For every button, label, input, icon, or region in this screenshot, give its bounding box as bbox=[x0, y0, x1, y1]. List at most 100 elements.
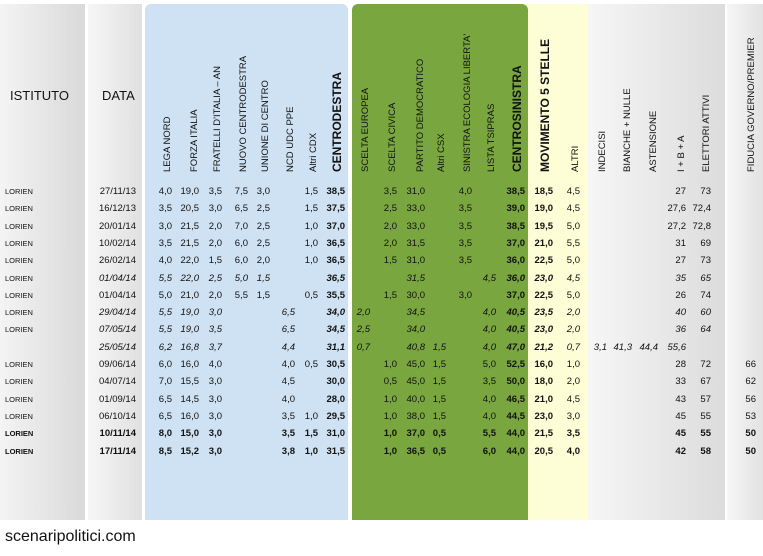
cell-col-6: 0,5 bbox=[304, 289, 318, 301]
cell-col-3: 6,0 bbox=[234, 255, 248, 267]
cell-col-6: 1,0 bbox=[304, 220, 318, 232]
row-date: 06/10/14 bbox=[99, 410, 136, 422]
cell-col-2: 3,5 bbox=[208, 186, 222, 197]
cell-col-2: 3,0 bbox=[208, 410, 222, 422]
cell-col-7: 29,5 bbox=[326, 410, 346, 422]
cell-col-21: 57 bbox=[700, 393, 711, 405]
cell-col-14: 44,0 bbox=[506, 428, 526, 440]
cell-col-16: 3,5 bbox=[566, 428, 580, 440]
cell-col-20: 36 bbox=[675, 324, 686, 336]
date-column-band bbox=[88, 4, 142, 520]
cell-col-2: 3,0 bbox=[208, 428, 222, 440]
cell-col-10: 30,0 bbox=[406, 289, 426, 301]
centrosinistra-band bbox=[352, 4, 528, 520]
cell-col-6: 1,0 bbox=[304, 255, 318, 267]
table-row: LORIEN 01/04/14 5,0 21,0 2,0 5,5 1,5 0,5 35,5 1,5… bbox=[0, 288, 763, 305]
cell-col-8: 0,7 bbox=[356, 341, 370, 353]
cell-col-20: 45 bbox=[675, 428, 686, 440]
row-date: 25/05/14 bbox=[99, 341, 136, 353]
cell-col-20: 40 bbox=[675, 307, 686, 319]
cell-col-2: 3,7 bbox=[208, 341, 222, 353]
cell-col-9: 2,5 bbox=[383, 203, 397, 215]
cell-col-11: 1,5 bbox=[432, 359, 446, 370]
cell-col-12: 3,5 bbox=[458, 203, 472, 215]
cell-col-15: 18,0 bbox=[534, 376, 554, 388]
cell-col-2: 3,5 bbox=[208, 324, 222, 336]
table-row: LORIEN 27/11/13 4,0 19,0 3,5 7,5 3,0 1,5 38,5 3,5… bbox=[0, 184, 763, 201]
cell-col-19: 44,4 bbox=[639, 341, 659, 353]
cell-col-14: 50,0 bbox=[506, 376, 526, 388]
cell-col-3: 6,0 bbox=[234, 237, 248, 249]
cell-col-0: 3,0 bbox=[158, 220, 172, 232]
cell-col-16: 5,0 bbox=[566, 220, 580, 232]
column-header-3: NUOVO CENTRODESTRA bbox=[238, 56, 249, 172]
cell-col-21: 67 bbox=[700, 376, 711, 388]
cell-col-20: 42 bbox=[675, 445, 686, 457]
cell-col-3: 7,0 bbox=[234, 220, 248, 232]
cell-col-0: 6,5 bbox=[158, 393, 172, 405]
cell-col-1: 21,0 bbox=[180, 289, 200, 301]
cell-col-20: 43 bbox=[675, 393, 686, 405]
cell-col-9: 1,5 bbox=[383, 289, 397, 301]
cell-col-9: 1,0 bbox=[383, 410, 397, 422]
column-header-10: PARTITO DEMOCRATICO bbox=[415, 59, 426, 172]
cell-col-2: 1,5 bbox=[208, 255, 222, 267]
column-header-16: ALTRI bbox=[570, 146, 581, 172]
column-header-1: FORZA ITALIA bbox=[189, 109, 200, 172]
cell-col-1: 19,0 bbox=[180, 186, 200, 197]
cell-col-9: 1,0 bbox=[383, 359, 397, 370]
table-row: LORIEN 17/11/14 8,5 15,2 3,0 3,8 1,0 31,5 1,0 36,… bbox=[0, 444, 763, 461]
column-header-21: ELETTORI ATTIVI bbox=[701, 95, 712, 172]
cell-col-20: 27 bbox=[675, 186, 686, 197]
cell-col-21: 69 bbox=[700, 237, 711, 249]
cell-col-21: 55 bbox=[700, 428, 711, 440]
row-date: 27/11/13 bbox=[99, 186, 136, 197]
cell-col-20: 27 bbox=[675, 255, 686, 267]
cell-col-10: 45,0 bbox=[406, 359, 426, 370]
cell-col-21: 60 bbox=[700, 307, 711, 319]
cell-col-16: 4,0 bbox=[566, 445, 580, 457]
cell-col-4: 2,5 bbox=[256, 203, 270, 215]
cell-col-15: 23,0 bbox=[534, 324, 554, 336]
cell-col-4: 3,0 bbox=[256, 186, 270, 197]
cell-col-13: 4,0 bbox=[482, 393, 496, 405]
cell-col-22: 56 bbox=[745, 393, 756, 405]
cell-col-16: 5,5 bbox=[566, 237, 580, 249]
cell-col-8: 2,0 bbox=[356, 307, 370, 319]
cell-col-20: 27,2 bbox=[667, 220, 687, 232]
cell-col-7: 28,0 bbox=[326, 393, 346, 405]
cell-col-14: 38,5 bbox=[506, 220, 526, 232]
column-header-2: FRATELLI D'ITALIA – AN bbox=[212, 66, 223, 172]
cell-col-10: 34,0 bbox=[406, 324, 426, 336]
cell-col-14: 37,0 bbox=[506, 289, 526, 301]
column-header-15: MOVIMENTO 5 STELLE bbox=[538, 39, 552, 172]
row-date: 29/04/14 bbox=[99, 307, 136, 319]
column-header-9: SCELTA CIVICA bbox=[387, 103, 398, 172]
row-institute: LORIEN bbox=[5, 187, 33, 196]
cell-col-6: 1,0 bbox=[304, 410, 318, 422]
cell-col-14: 36,0 bbox=[506, 272, 526, 284]
istituto-column-band bbox=[0, 4, 85, 520]
row-institute: LORIEN bbox=[5, 325, 33, 335]
row-date: 26/02/14 bbox=[99, 255, 136, 267]
column-header-17: INDECISI bbox=[597, 131, 608, 172]
cell-col-16: 2,0 bbox=[566, 307, 580, 319]
cell-col-7: 31,5 bbox=[326, 445, 346, 457]
cell-col-4: 2,5 bbox=[256, 237, 270, 249]
row-institute: LORIEN bbox=[5, 256, 33, 266]
cell-col-9: 2,0 bbox=[383, 220, 397, 232]
cell-col-15: 22,5 bbox=[534, 289, 554, 301]
row-institute: LORIEN bbox=[5, 238, 33, 248]
cell-col-16: 2,0 bbox=[566, 376, 580, 388]
cell-col-12: 3,5 bbox=[458, 220, 472, 232]
table-row: LORIEN 07/05/14 5,5 19,0 3,5 6,5 34,5 2,5 34,0 4,… bbox=[0, 322, 763, 339]
cell-col-12: 4,0 bbox=[458, 186, 472, 197]
cell-col-1: 22,0 bbox=[180, 255, 200, 267]
cell-col-11: 1,5 bbox=[432, 376, 446, 388]
cell-col-21: 72,4 bbox=[692, 203, 712, 215]
cell-col-9: 3,5 bbox=[383, 186, 397, 197]
cell-col-2: 3,0 bbox=[208, 203, 222, 215]
cell-col-20: 33 bbox=[675, 376, 686, 388]
cell-col-22: 66 bbox=[745, 359, 756, 370]
cell-col-5: 6,5 bbox=[281, 307, 295, 319]
